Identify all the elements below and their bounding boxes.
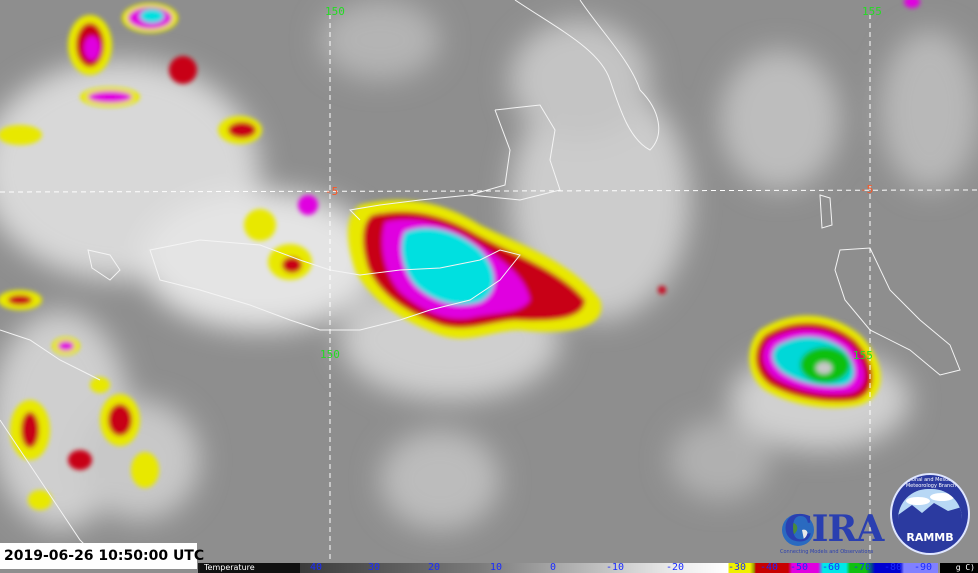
colorbar-tick: 20 bbox=[428, 562, 441, 573]
colorbar-tick: -40 bbox=[760, 562, 779, 573]
colorbar-tick: -10 bbox=[606, 562, 625, 573]
lat-label-minus5-west: -5 bbox=[325, 185, 339, 198]
rammb-logo-text: RAMMB bbox=[906, 531, 954, 544]
gridline-lat-minus5 bbox=[0, 189, 978, 193]
colorbar-tick: -80 bbox=[884, 562, 903, 573]
colorbar-tick: -20 bbox=[666, 562, 685, 573]
rammb-logo: Regional and Mesoscale Meteorology Branc… bbox=[890, 473, 970, 555]
cloud-mountain-icon bbox=[898, 493, 962, 527]
earth-globe-icon bbox=[782, 514, 814, 546]
image-timestamp: 2019-06-26 10:50:00 UTC bbox=[0, 543, 204, 569]
colorbar-tick: 30 bbox=[368, 562, 381, 573]
colorbar-tick: -60 bbox=[822, 562, 841, 573]
colorbar-unit: g C) bbox=[940, 563, 978, 573]
colorbar-tick: 0 bbox=[550, 562, 557, 573]
cira-logo-text: CIRA bbox=[784, 508, 884, 550]
rammb-ring-text: Regional and Mesoscale Meteorology Branc… bbox=[900, 477, 962, 489]
colorbar-gradient bbox=[198, 563, 938, 573]
cira-logo: CIRA Connecting Models and Observations bbox=[780, 508, 892, 558]
lat-lon-gridlines bbox=[0, 14, 978, 573]
lon-label-150-top: 150 bbox=[325, 5, 345, 18]
rammb-sky-scene bbox=[898, 489, 962, 527]
colorbar-tick: 10 bbox=[490, 562, 503, 573]
cira-tagline: Connecting Models and Observations bbox=[780, 549, 874, 555]
colorbar-tick: -30 bbox=[728, 562, 747, 573]
lon-label-150-mid: 150 bbox=[320, 348, 340, 361]
colorbar-title: Temperature bbox=[200, 563, 300, 573]
colorbar-tick: 40 bbox=[310, 562, 323, 573]
colorbar-tick: -90 bbox=[914, 562, 933, 573]
colorbar-tick: -50 bbox=[790, 562, 809, 573]
cloud-field bbox=[0, 0, 978, 530]
lon-label-155-mid: 155 bbox=[853, 349, 873, 362]
lat-label-minus5-east: -5 bbox=[860, 183, 874, 196]
colorbar-tick: -70 bbox=[853, 562, 872, 573]
lon-label-155-top: 155 bbox=[862, 5, 882, 18]
temperature-colorbar: Temperature 40 30 20 10 0 -10 -20 -30 -4… bbox=[198, 562, 978, 573]
